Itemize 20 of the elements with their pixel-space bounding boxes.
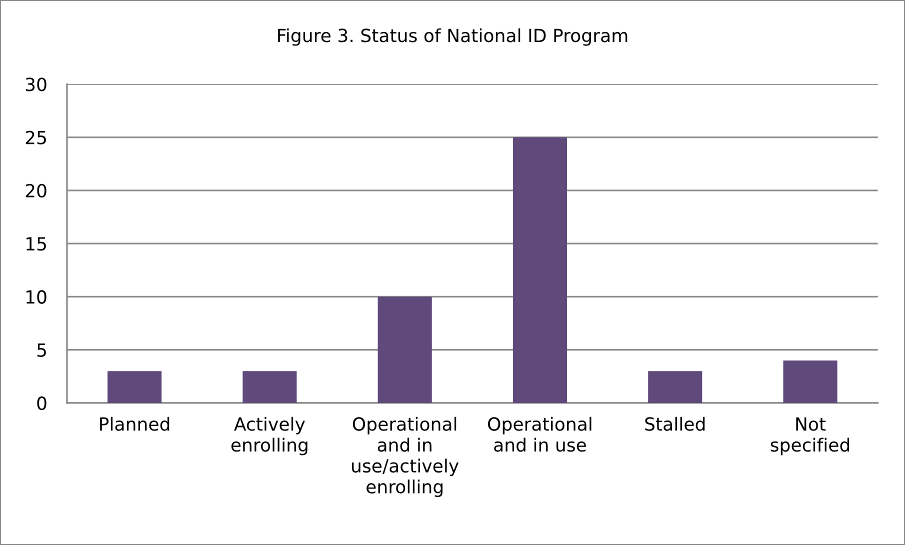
y-tick-label: 15 xyxy=(26,237,46,251)
y-tick-label: 20 xyxy=(26,184,46,198)
bar xyxy=(378,296,432,403)
x-tick-label: Operational and in use xyxy=(488,416,592,452)
y-tick-label: 30 xyxy=(26,78,46,92)
bar xyxy=(512,137,568,403)
y-tick-label: 0 xyxy=(37,396,46,410)
bar xyxy=(108,371,162,403)
bar xyxy=(648,371,702,403)
x-tick-label: Actively enrolling xyxy=(231,416,308,456)
y-tick-label: 10 xyxy=(26,290,46,304)
x-tick-label: Planned xyxy=(100,416,170,431)
x-tick-label: Not specified xyxy=(770,417,850,456)
x-tick-label: Operational and in use/actively enrolling xyxy=(352,416,459,498)
x-tick-label: Stalled xyxy=(645,416,705,431)
bar xyxy=(242,371,297,403)
y-tick-label: 25 xyxy=(26,130,46,144)
chart-title: Figure 3. Status of National ID Program xyxy=(278,28,628,46)
bar xyxy=(783,360,838,403)
y-tick-label: 5 xyxy=(37,344,46,357)
